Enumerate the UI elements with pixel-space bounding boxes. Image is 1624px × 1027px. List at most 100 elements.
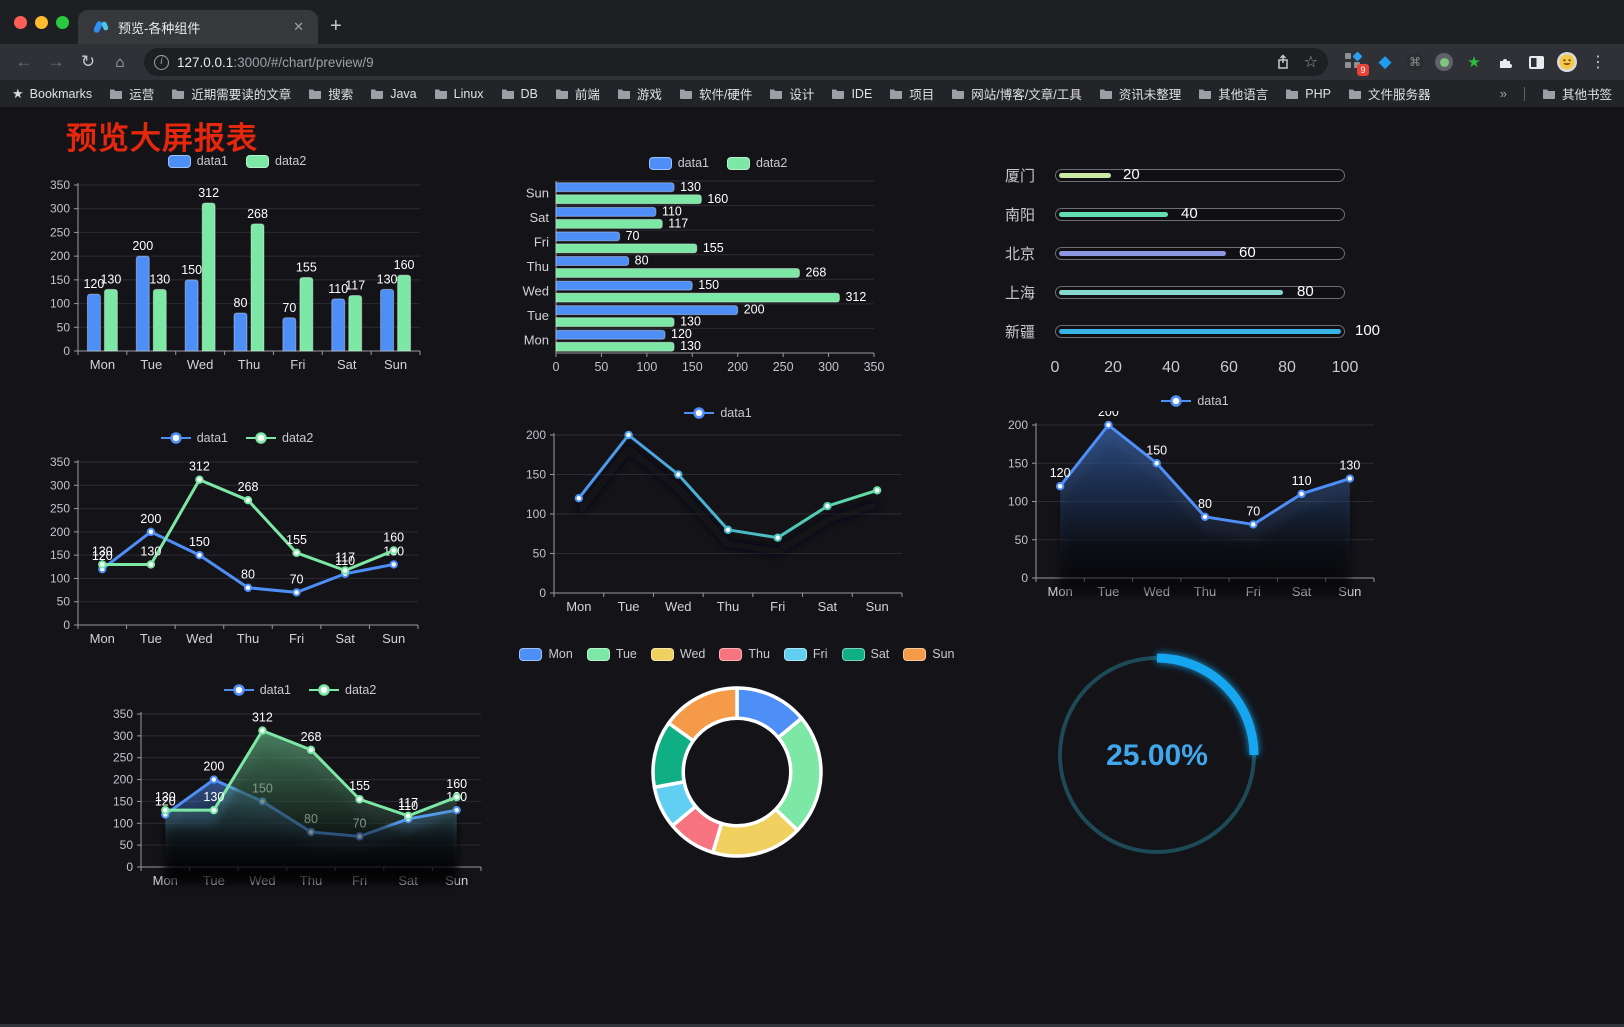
- bookmark-item[interactable]: 运营: [109, 84, 154, 103]
- command-extension-icon[interactable]: ⌘: [1406, 53, 1424, 71]
- bookmark-item[interactable]: 前端: [555, 84, 600, 103]
- bars-data1: 130 110 70 80 150 200 120: [555, 180, 765, 341]
- legend-item[interactable]: Thu: [719, 647, 770, 661]
- legend-item[interactable]: Sat: [841, 647, 889, 661]
- progress-track[interactable]: [1055, 247, 1345, 260]
- svg-text:50: 50: [57, 595, 71, 609]
- legend-item[interactable]: data2: [727, 156, 787, 170]
- bottom-edge: [0, 1024, 1624, 1027]
- green-star-extension-icon[interactable]: ★: [1467, 54, 1481, 71]
- svg-text:120: 120: [155, 795, 176, 809]
- svg-text:200: 200: [113, 773, 133, 787]
- bookmark-item[interactable]: 搜索: [308, 84, 353, 103]
- share-icon[interactable]: [1276, 54, 1290, 70]
- reload-icon[interactable]: ↻: [80, 52, 96, 71]
- bookmark-item[interactable]: 设计: [769, 84, 814, 103]
- puzzle-extensions-icon[interactable]: [1495, 52, 1515, 72]
- legend-item[interactable]: data2: [246, 431, 313, 445]
- legend-item[interactable]: Sun: [903, 647, 955, 661]
- svg-text:130: 130: [203, 790, 224, 804]
- overflow-chevron-icon[interactable]: »: [1499, 86, 1507, 101]
- bookmark-item[interactable]: 游戏: [617, 84, 662, 103]
- profile-avatar[interactable]: [1557, 52, 1577, 72]
- legend-item[interactable]: data1: [223, 683, 291, 697]
- extension-grid-icon[interactable]: 9: [1344, 51, 1369, 76]
- svg-text:130: 130: [92, 544, 113, 558]
- legend-item[interactable]: data1: [1161, 394, 1229, 408]
- bookmark-item[interactable]: 近期需要读的文章: [171, 84, 291, 103]
- legend-item[interactable]: Mon: [519, 647, 573, 661]
- bookmark-item[interactable]: 项目: [889, 84, 934, 103]
- bookmark-item[interactable]: 其他语言: [1198, 84, 1268, 103]
- chart-donut: Mon Tue Wed Thu Fri Sat Sun: [519, 644, 955, 868]
- bookmark-item[interactable]: Java: [370, 87, 417, 101]
- legend-item[interactable]: data1: [648, 156, 709, 170]
- legend-item[interactable]: Fri: [783, 647, 828, 661]
- svg-text:0: 0: [1021, 571, 1028, 585]
- svg-text:Mon: Mon: [524, 333, 549, 348]
- legend-item[interactable]: data2: [309, 683, 376, 697]
- slice-Sun[interactable]: [666, 686, 739, 743]
- svg-text:117: 117: [668, 216, 688, 230]
- progress-track[interactable]: [1055, 208, 1345, 221]
- svg-text:Fri: Fri: [290, 357, 305, 372]
- svg-text:Thu: Thu: [717, 599, 739, 614]
- record-extension-icon[interactable]: [1435, 53, 1453, 71]
- menu-kebab-icon[interactable]: ⋮: [1590, 54, 1606, 71]
- bookmark-item[interactable]: 网站/博客/文章/工具: [951, 84, 1082, 103]
- svg-text:250: 250: [50, 225, 70, 239]
- legend-item[interactable]: data1: [684, 406, 752, 420]
- site-info-icon[interactable]: i: [154, 54, 169, 70]
- minimize-window-button[interactable]: [35, 16, 48, 29]
- progress-track[interactable]: [1055, 169, 1345, 182]
- star-icon: ★: [12, 85, 24, 101]
- extension-badge: 9: [1357, 64, 1369, 76]
- progress-track[interactable]: [1055, 325, 1345, 338]
- bookmark-item[interactable]: 软件/硬件: [679, 84, 752, 103]
- home-icon[interactable]: ⌂: [115, 53, 125, 71]
- bookmark-item[interactable]: IDE: [831, 87, 872, 101]
- progress-track[interactable]: [1055, 286, 1345, 299]
- bookmark-item[interactable]: DB: [501, 87, 538, 101]
- close-window-button[interactable]: [14, 16, 27, 29]
- bookmarks-manager-item[interactable]: ★ Bookmarks: [12, 86, 92, 102]
- progress-rows: 厦门 20 南阳 40 北京 60 上海 80 新疆 100: [1005, 162, 1385, 345]
- tab-close-icon[interactable]: ✕: [293, 19, 304, 34]
- gem-extension-icon[interactable]: ◆: [1378, 52, 1392, 71]
- area-data2: [165, 730, 457, 867]
- svg-text:0: 0: [63, 618, 70, 632]
- bookmark-item[interactable]: Linux: [434, 87, 484, 101]
- other-bookmarks-folder[interactable]: 其他书签: [1542, 84, 1612, 103]
- bookmark-item[interactable]: 文件服务器: [1348, 84, 1430, 103]
- legend-item[interactable]: data1: [160, 431, 228, 445]
- forward-icon[interactable]: →: [47, 52, 65, 71]
- svg-text:Sun: Sun: [382, 631, 405, 646]
- zoom-window-button[interactable]: [56, 16, 69, 29]
- bars-data1: 120 200 150 80 70 110 130: [83, 239, 398, 352]
- legend-item[interactable]: data1: [167, 154, 228, 168]
- svg-text:130: 130: [155, 790, 176, 804]
- bookmark-star-icon[interactable]: ☆: [1303, 54, 1318, 71]
- svg-text:200: 200: [744, 303, 765, 317]
- split-view-icon[interactable]: [1526, 52, 1546, 72]
- svg-text:312: 312: [198, 186, 219, 200]
- bookmark-item[interactable]: PHP: [1285, 87, 1331, 101]
- legend-item[interactable]: Wed: [650, 647, 705, 661]
- new-tab-button[interactable]: +: [330, 15, 342, 37]
- folder-icon: [501, 89, 514, 99]
- svg-text:110: 110: [328, 282, 348, 296]
- legend-item[interactable]: data2: [246, 154, 306, 168]
- browser-tab[interactable]: 预览-各种组件 ✕: [78, 10, 318, 44]
- markers-data2: 130 130 312 268 155 117 160: [155, 711, 467, 821]
- slice-Wed[interactable]: [711, 807, 800, 858]
- address-bar[interactable]: i 127.0.0.1 :3000/#/chart/preview/9 ☆: [144, 48, 1328, 76]
- folder-icon: [679, 89, 692, 99]
- bookmark-item[interactable]: 资讯未整理: [1099, 84, 1181, 103]
- legend-item[interactable]: Tue: [586, 647, 637, 661]
- svg-text:312: 312: [845, 290, 866, 304]
- progress-row: 上海 80: [1005, 279, 1385, 306]
- folder-icon: [1542, 89, 1555, 99]
- back-icon[interactable]: ←: [15, 52, 33, 71]
